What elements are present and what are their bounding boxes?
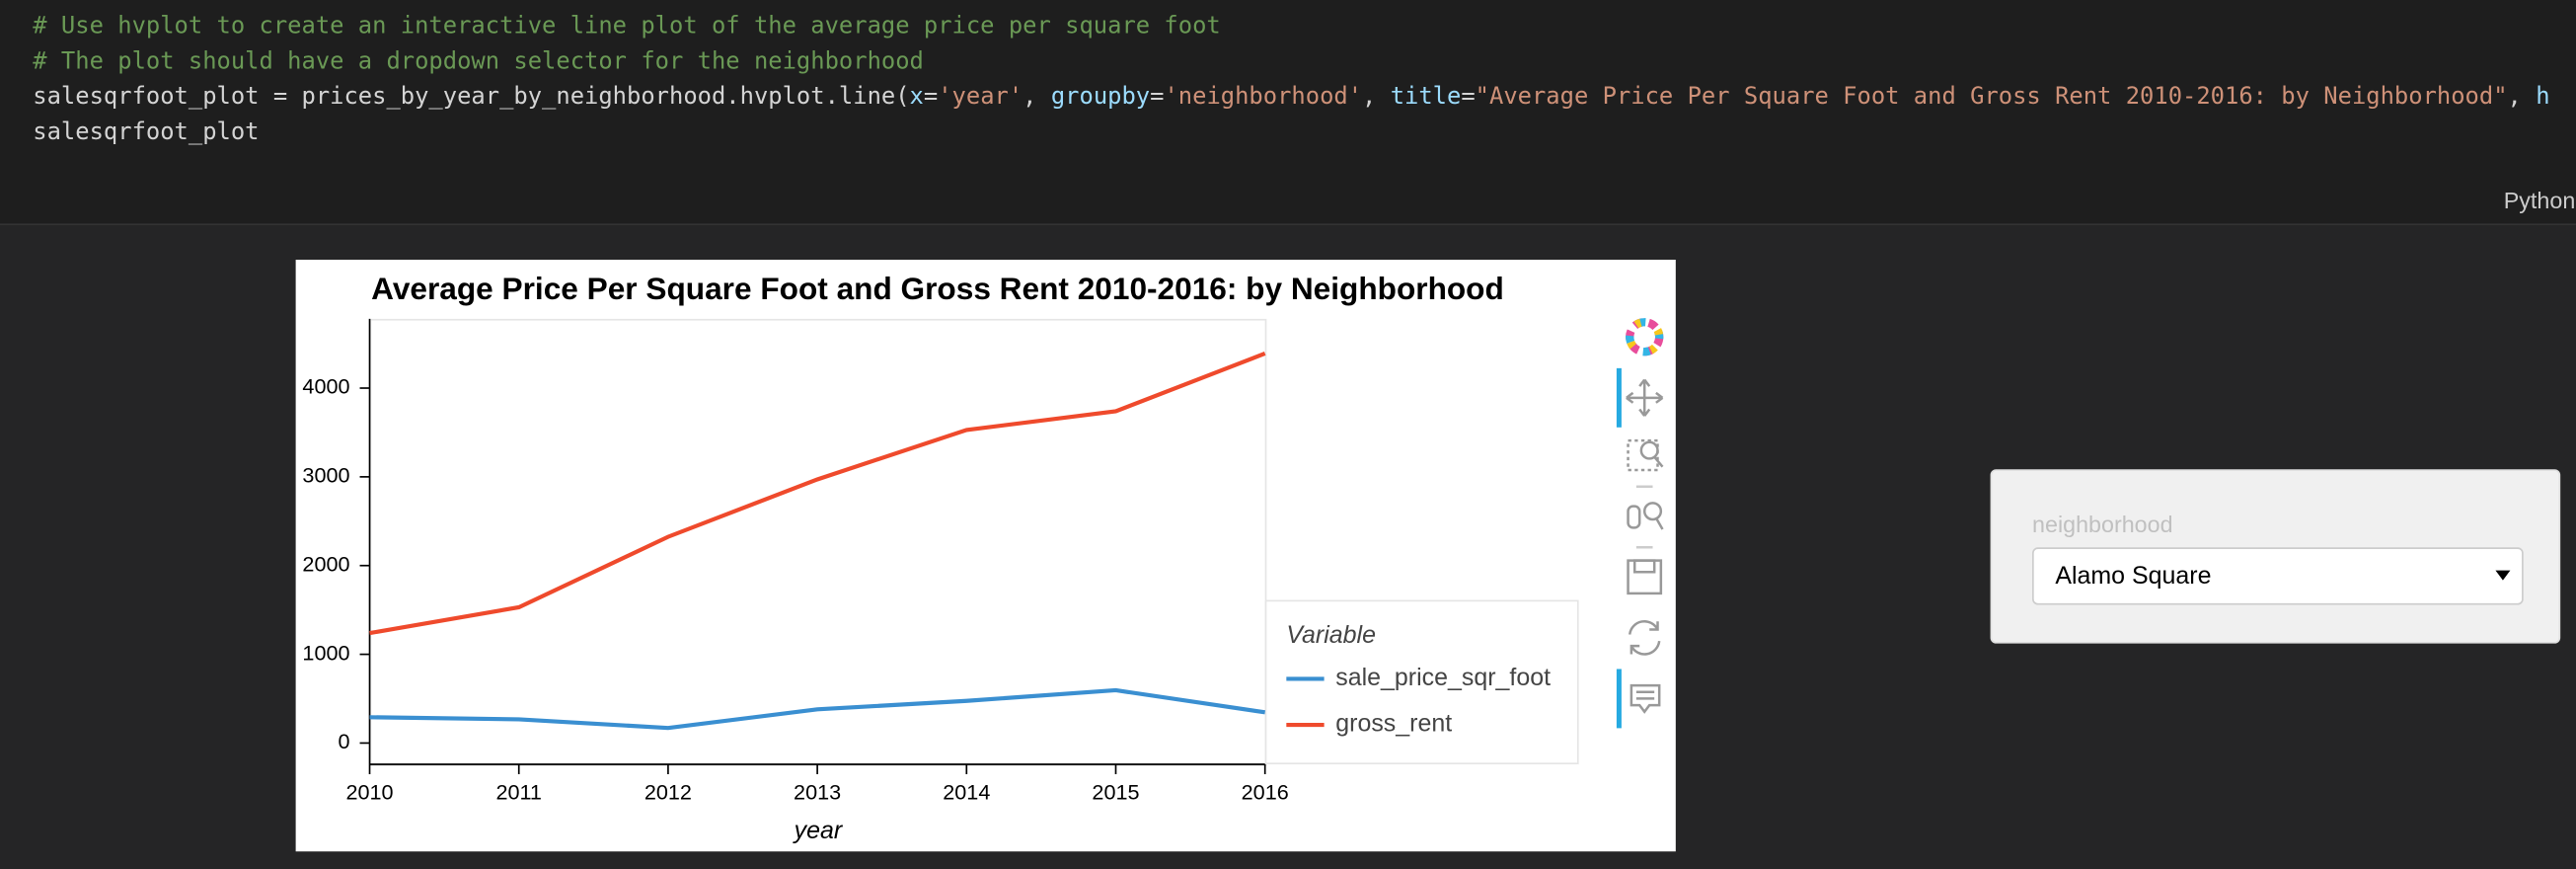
code-token: , bbox=[1362, 82, 1391, 110]
x-tick-label: 2011 bbox=[495, 780, 542, 805]
code-token: "Average Price Per Square Foot and Gross… bbox=[1476, 82, 2508, 110]
code-line: # The plot should have a dropdown select… bbox=[33, 46, 924, 74]
code-token: salesqrfoot_plot bbox=[33, 117, 259, 144]
code-line: salesqrfoot_plot bbox=[33, 117, 259, 144]
wheel-zoom-tool[interactable] bbox=[1627, 502, 1664, 530]
code-token: = bbox=[924, 82, 938, 110]
data-line bbox=[369, 687, 1266, 731]
legend-label: gross_rent bbox=[1335, 710, 1452, 738]
y-tick-label: 1000 bbox=[302, 640, 349, 665]
chart-title: Average Price Per Square Foot and Gross … bbox=[371, 271, 1504, 306]
legend-label: sale_price_sqr_foot bbox=[1335, 664, 1551, 691]
legend bbox=[1264, 599, 1579, 765]
code-token: , bbox=[2508, 82, 2537, 110]
toolbar bbox=[1616, 318, 1664, 729]
code-line: salesqrfoot_plot = prices_by_year_by_nei… bbox=[33, 82, 2549, 110]
code-token: , bbox=[1023, 82, 1051, 110]
x-tick-label: 2010 bbox=[345, 780, 393, 805]
x-tick-label: 2014 bbox=[943, 780, 990, 805]
code-token: = bbox=[1150, 82, 1164, 110]
save-tool[interactable] bbox=[1627, 559, 1663, 595]
widget-label: neighborhood bbox=[2032, 512, 2173, 537]
bokeh-logo[interactable] bbox=[1626, 318, 1664, 356]
select-arrow[interactable] bbox=[2495, 570, 2511, 581]
active-indicator bbox=[1616, 669, 1622, 729]
code-cell bbox=[0, 0, 2576, 224]
code-token: 'neighborhood' bbox=[1164, 82, 1362, 110]
code-token: groupby bbox=[1051, 82, 1150, 110]
legend-title: Variable bbox=[1286, 621, 1376, 649]
reset-tool[interactable] bbox=[1628, 619, 1661, 656]
y-tick-label: 0 bbox=[339, 729, 350, 753]
data-line bbox=[369, 352, 1266, 636]
y-tick-label: 4000 bbox=[302, 374, 349, 399]
neighborhood-select[interactable] bbox=[2032, 547, 2524, 605]
y-tick-label: 2000 bbox=[302, 551, 349, 576]
x-tick-label: 2012 bbox=[644, 780, 692, 805]
code-token: 'year' bbox=[938, 82, 1023, 110]
code-token: title bbox=[1391, 82, 1462, 110]
select-value[interactable]: Alamo Square bbox=[2055, 562, 2211, 590]
x-axis-label: year bbox=[793, 817, 844, 844]
x-tick-label: 2016 bbox=[1242, 780, 1289, 805]
code-token: salesqrfoot_plot = prices_by_year_by_nei… bbox=[33, 82, 909, 110]
pan-tool[interactable] bbox=[1626, 378, 1664, 417]
code-token: x bbox=[910, 82, 924, 110]
active-indicator bbox=[1616, 367, 1622, 428]
hover-tool[interactable] bbox=[1629, 683, 1661, 714]
code-token: # Use hvplot to create an interactive li… bbox=[33, 11, 1220, 39]
code-token: = bbox=[1461, 82, 1475, 110]
box-zoom-tool[interactable] bbox=[1627, 438, 1664, 472]
x-tick-label: 2015 bbox=[1092, 780, 1139, 805]
y-tick-label: 3000 bbox=[302, 463, 349, 488]
code-token: # The plot should have a dropdown select… bbox=[33, 46, 924, 74]
code-line: # Use hvplot to create an interactive li… bbox=[33, 11, 1220, 39]
x-tick-label: 2013 bbox=[794, 780, 841, 805]
language-label[interactable]: Python bbox=[2504, 188, 2576, 213]
code-token: h bbox=[2536, 82, 2549, 110]
